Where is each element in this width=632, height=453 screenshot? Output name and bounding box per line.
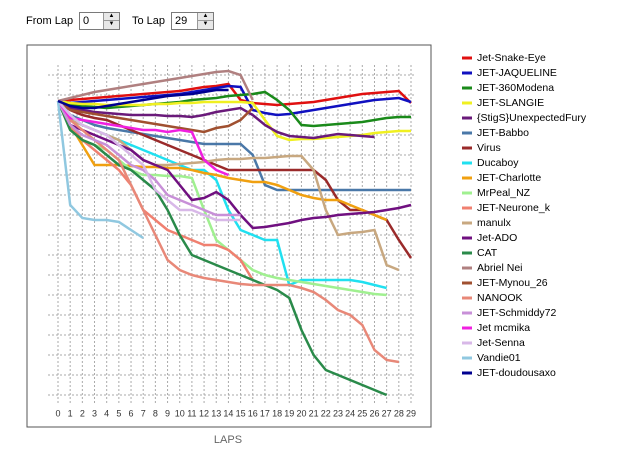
legend-label: JET-Charlotte (477, 172, 541, 184)
legend-label: JET-Schmiddy72 (477, 307, 557, 319)
legend-label: {StigS}UnexpectedFury (477, 112, 587, 124)
x-tick-label: 7 (141, 408, 146, 418)
x-axis-label: LAPS (214, 434, 242, 446)
spin-arrows[interactable]: ▲ ▼ (197, 13, 213, 29)
legend-label: MrPeal_NZ (477, 187, 531, 199)
series-line (56, 100, 400, 272)
x-tick-label: 25 (357, 408, 367, 418)
x-tick-label: 15 (236, 408, 246, 418)
x-tick-label: 9 (165, 408, 170, 418)
x-tick-label: 3 (92, 408, 97, 418)
x-tick-label: 10 (175, 408, 185, 418)
series-line (57, 100, 411, 192)
x-tick-label: 17 (260, 408, 270, 418)
legend-label: Jet mcmika (477, 322, 530, 334)
legend-label: Jet-Senna (477, 337, 525, 349)
from-spinbox[interactable]: 0 ▲ ▼ (79, 12, 120, 30)
series-line (56, 100, 254, 281)
series-line (56, 100, 400, 364)
legend-label: manulx (477, 217, 512, 229)
series-line (57, 88, 229, 110)
series-line (57, 99, 254, 134)
legend-label: CAT (477, 247, 498, 259)
series-line (56, 100, 144, 240)
series-line (57, 84, 412, 117)
legend-label: Vandie01 (477, 352, 521, 364)
legend-label: Jet-ADO (477, 232, 517, 244)
legend-label: JET-360Modena (477, 82, 554, 94)
legend-label: JET-Babbo (477, 127, 529, 139)
x-tick-label: 18 (272, 408, 282, 418)
x-tick-label: 19 (284, 408, 294, 418)
x-tick-label: 0 (55, 408, 60, 418)
legend-label: Jet-Snake-Eye (477, 52, 546, 64)
x-tick-label: 11 (187, 408, 196, 418)
from-value: 0 (83, 15, 90, 27)
to-value: 29 (175, 15, 188, 27)
x-tick-label: 14 (223, 408, 233, 418)
series-line (56, 100, 388, 397)
x-tick-label: 28 (394, 408, 404, 418)
x-tick-label: 1 (68, 408, 73, 418)
to-spinbox[interactable]: 29 ▲ ▼ (171, 12, 214, 30)
series-line (57, 82, 412, 107)
x-tick-label: 5 (116, 408, 121, 418)
x-tick-label: 16 (248, 408, 258, 418)
from-label: From Lap (26, 15, 74, 27)
series-line (57, 99, 413, 259)
spin-arrows[interactable]: ▲ ▼ (103, 13, 119, 29)
x-tick-label: 29 (406, 408, 416, 418)
x-tick-label: 8 (153, 408, 158, 418)
legend-label: Virus (477, 142, 501, 154)
x-tick-label: 22 (321, 408, 331, 418)
legend-label: Abriel Nei (477, 262, 523, 274)
x-tick-label: 24 (345, 408, 355, 418)
legend-label: JET-Neurone_k (477, 202, 551, 214)
x-tick-label: 27 (382, 408, 392, 418)
series-line (57, 69, 254, 103)
series-line (57, 100, 241, 222)
to-label: To Lap (132, 15, 166, 27)
x-tick-label: 12 (199, 408, 209, 418)
series-line (56, 100, 229, 177)
series-line (57, 90, 411, 128)
legend-label: JET-JAQUELINE (477, 67, 557, 79)
legend-label: JET-SLANGIE (477, 97, 544, 109)
x-tick-label: 4 (104, 408, 109, 418)
series-line (57, 99, 375, 140)
x-tick-label: 26 (369, 408, 379, 418)
x-tick-label: 21 (309, 408, 319, 418)
x-tick-label: 13 (211, 408, 221, 418)
legend-label: JET-Mynou_26 (477, 277, 548, 289)
legend-label: Ducaboy (477, 157, 519, 169)
x-tick-label: 23 (333, 408, 343, 418)
x-tick-label: 20 (296, 408, 306, 418)
legend-label: NANOOK (477, 292, 523, 304)
x-tick-label: 6 (129, 408, 134, 418)
x-tick-label: 2 (80, 408, 85, 418)
legend-label: JET-doudousaxo (477, 367, 556, 379)
